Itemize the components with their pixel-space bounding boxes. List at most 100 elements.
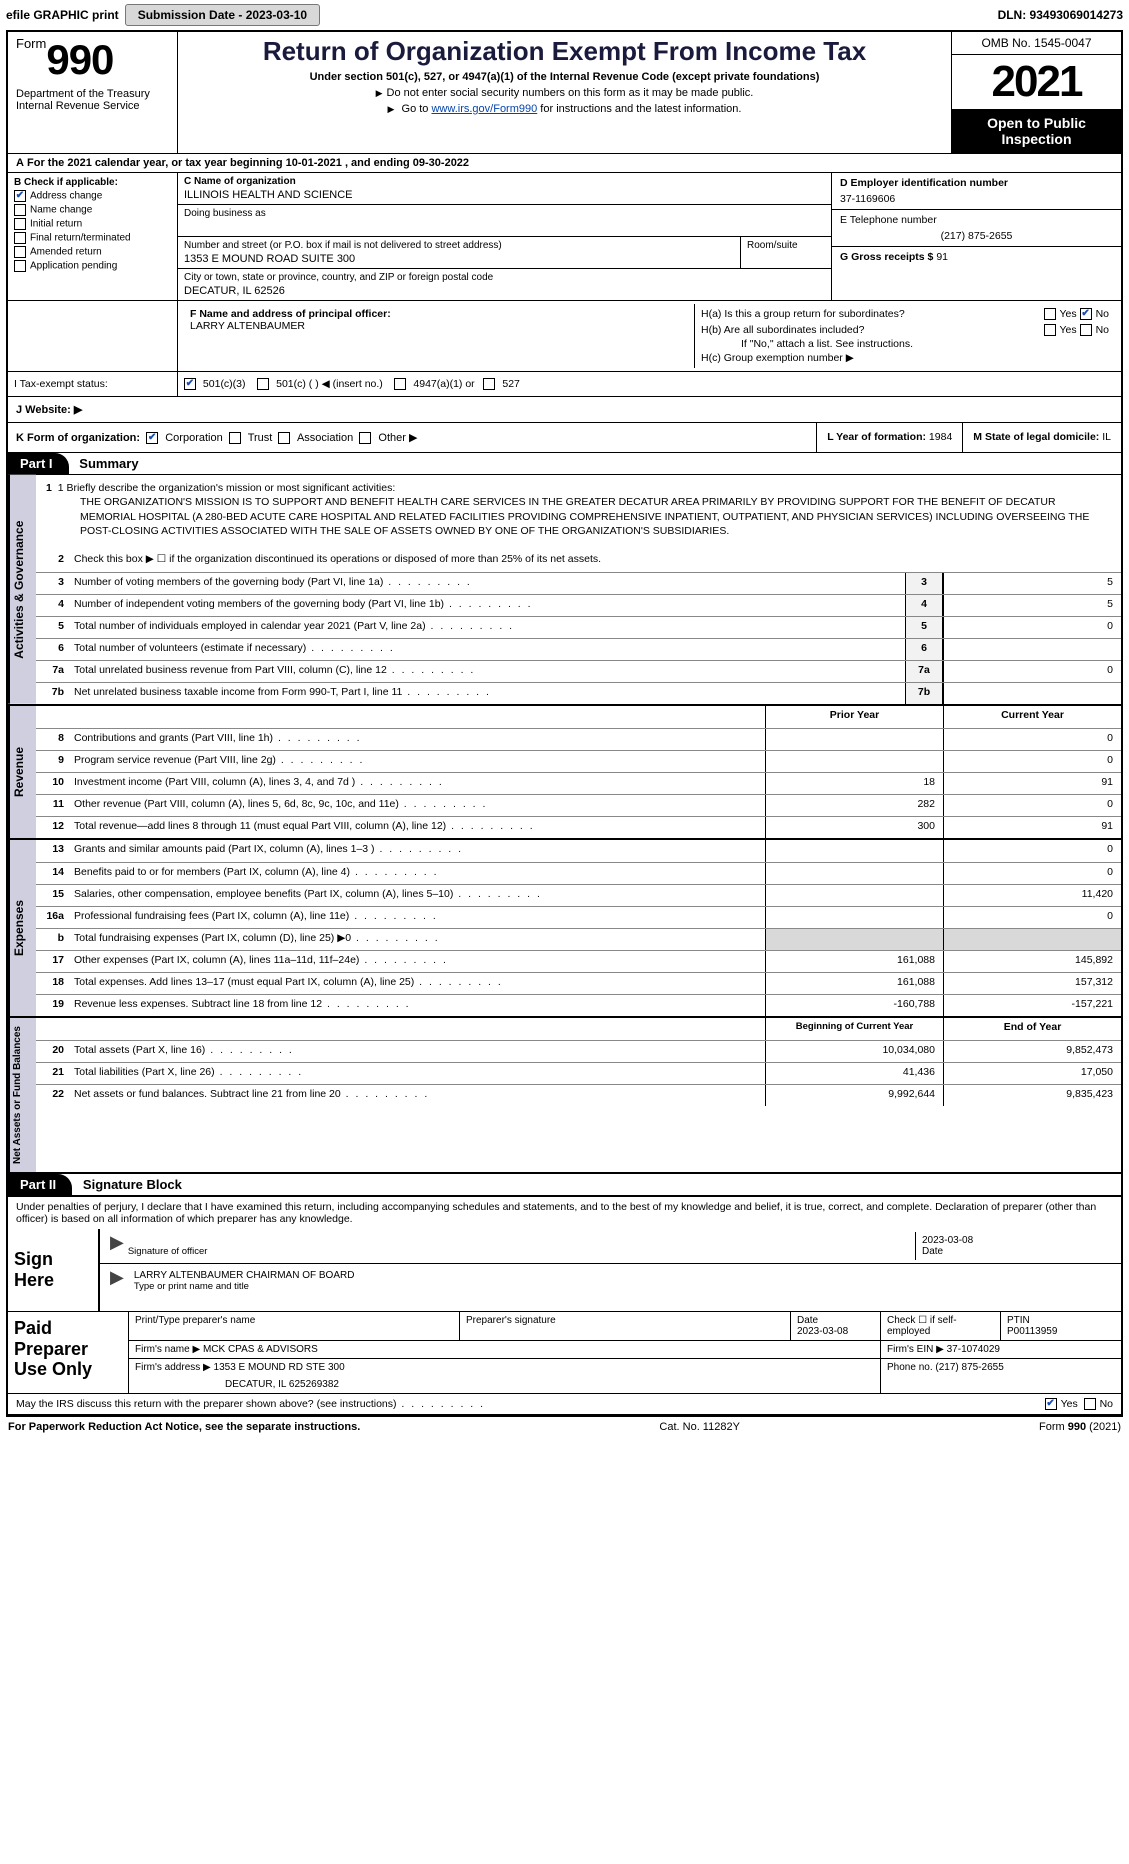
ha-question: H(a) Is this a group return for subordin… — [701, 308, 1109, 320]
expense-line-14: 14Benefits paid to or for members (Part … — [36, 862, 1121, 884]
revenue-line-10: 10Investment income (Part VIII, column (… — [36, 772, 1121, 794]
firm-ein: 37-1074029 — [947, 1344, 1000, 1355]
check-address-change[interactable] — [14, 190, 26, 202]
expense-line-b: bTotal fundraising expenses (Part IX, co… — [36, 928, 1121, 950]
ein-label: D Employer identification number — [840, 177, 1113, 189]
sign-here-block: Sign Here ▶ Signature of officer 2023-03… — [8, 1229, 1121, 1312]
irs-label: Internal Revenue Service — [16, 100, 169, 112]
sign-here-label: Sign Here — [8, 1229, 98, 1311]
net-assets-section: Net Assets or Fund Balances Beginning of… — [8, 1018, 1121, 1174]
form-990-container: Form990 Department of the Treasury Inter… — [6, 30, 1123, 1417]
check-name-change[interactable] — [14, 204, 26, 216]
city-value: DECATUR, IL 62526 — [184, 285, 825, 297]
discuss-yes[interactable] — [1045, 1398, 1057, 1410]
hb-note: If "No," attach a list. See instructions… — [701, 338, 1109, 350]
prep-date-header: Date — [797, 1315, 874, 1326]
gross-receipts-label: G Gross receipts $ — [840, 251, 933, 263]
expense-line-18: 18Total expenses. Add lines 13–17 (must … — [36, 972, 1121, 994]
expense-line-19: 19Revenue less expenses. Subtract line 1… — [36, 994, 1121, 1016]
check-application-pending[interactable] — [14, 260, 26, 272]
catalog-number: Cat. No. 11282Y — [659, 1421, 740, 1433]
ha-yes[interactable] — [1044, 308, 1056, 320]
instructions-note: Go to www.irs.gov/Form990 for instructio… — [186, 103, 943, 115]
tax-status-label: I Tax-exempt status: — [8, 372, 178, 396]
check-4947[interactable] — [394, 378, 406, 390]
expense-line-15: 15Salaries, other compensation, employee… — [36, 884, 1121, 906]
check-501c3[interactable] — [184, 378, 196, 390]
check-501c[interactable] — [257, 378, 269, 390]
hdr-begin-year: Beginning of Current Year — [765, 1018, 943, 1040]
officer-label: F Name and address of principal officer: — [190, 308, 688, 320]
check-association[interactable] — [278, 432, 290, 444]
form-number: Form990 — [16, 36, 169, 84]
irs-discuss-row: May the IRS discuss this return with the… — [8, 1394, 1121, 1415]
hb-yes[interactable] — [1044, 324, 1056, 336]
revenue-line-8: 8Contributions and grants (Part VIII, li… — [36, 728, 1121, 750]
year-formation: L Year of formation: 1984 — [816, 423, 962, 452]
check-initial-return[interactable] — [14, 218, 26, 230]
vtab-revenue: Revenue — [8, 706, 36, 838]
efile-label: efile GRAPHIC print — [6, 8, 119, 22]
tax-year: 2021 — [956, 57, 1117, 107]
hdr-end-year: End of Year — [943, 1018, 1121, 1040]
ha-no[interactable] — [1080, 308, 1092, 320]
check-other[interactable] — [359, 432, 371, 444]
arrow-icon: ▶ — [106, 1232, 128, 1260]
check-amended-return[interactable] — [14, 246, 26, 258]
ssn-note: Do not enter social security numbers on … — [186, 87, 943, 99]
hb-no[interactable] — [1080, 324, 1092, 336]
summary-line-7a: 7aTotal unrelated business revenue from … — [36, 660, 1121, 682]
form990-link[interactable]: www.irs.gov/Form990 — [431, 103, 537, 115]
mission-label: 1 Briefly describe the organization's mi… — [58, 482, 396, 494]
check-final-return[interactable] — [14, 232, 26, 244]
hc-question: H(c) Group exemption number ▶ — [701, 352, 1109, 364]
entity-info-grid: B Check if applicable: Address change Na… — [8, 173, 1121, 301]
form-version: Form 990 (2021) — [1039, 1421, 1121, 1433]
org-name-label: C Name of organization — [184, 176, 825, 187]
street-value: 1353 E MOUND ROAD SUITE 300 — [184, 253, 734, 265]
self-employed-check[interactable]: Check ☐ if self-employed — [881, 1312, 1001, 1340]
form-header: Form990 Department of the Treasury Inter… — [8, 32, 1121, 154]
expense-line-17: 17Other expenses (Part IX, column (A), l… — [36, 950, 1121, 972]
sign-date-label: Date — [922, 1246, 1109, 1257]
hdr-current-year: Current Year — [943, 706, 1121, 728]
officer-name: LARRY ALTENBAUMER — [190, 320, 688, 332]
revenue-line-12: 12Total revenue—add lines 8 through 11 (… — [36, 816, 1121, 838]
firm-address-1: 1353 E MOUND RD STE 300 — [214, 1362, 345, 1373]
check-527[interactable] — [483, 378, 495, 390]
vtab-net-assets: Net Assets or Fund Balances — [8, 1018, 36, 1172]
vtab-expenses: Expenses — [8, 840, 36, 1016]
ptin-label: PTIN — [1007, 1315, 1115, 1326]
submission-date-button[interactable]: Submission Date - 2023-03-10 — [125, 4, 320, 26]
dba-label: Doing business as — [184, 208, 825, 219]
check-corporation[interactable] — [146, 432, 158, 444]
form-title: Return of Organization Exempt From Incom… — [186, 36, 943, 67]
tax-status-row: I Tax-exempt status: 501(c)(3) 501(c) ( … — [8, 372, 1121, 397]
expenses-section: Expenses 13Grants and similar amounts pa… — [8, 840, 1121, 1018]
paperwork-notice: For Paperwork Reduction Act Notice, see … — [8, 1421, 360, 1433]
phone-value: (217) 875-2655 — [840, 230, 1113, 242]
city-label: City or town, state or province, country… — [184, 272, 825, 283]
hdr-prior-year: Prior Year — [765, 706, 943, 728]
street-label: Number and street (or P.O. box if mail i… — [184, 240, 734, 251]
prep-sig-header: Preparer's signature — [460, 1312, 791, 1340]
phone-label: E Telephone number — [840, 214, 1113, 226]
ein-value: 37-1169606 — [840, 193, 1113, 205]
firm-name: MCK CPAS & ADVISORS — [203, 1344, 318, 1355]
summary-line-7b: 7bNet unrelated business taxable income … — [36, 682, 1121, 704]
discuss-no[interactable] — [1084, 1398, 1096, 1410]
expense-line-16a: 16aProfessional fundraising fees (Part I… — [36, 906, 1121, 928]
check-trust[interactable] — [229, 432, 241, 444]
summary-line-4: 4Number of independent voting members of… — [36, 594, 1121, 616]
open-public-badge: Open to Public Inspection — [952, 109, 1121, 153]
hb-question: H(b) Are all subordinates included? Yes … — [701, 324, 1109, 336]
vtab-governance: Activities & Governance — [8, 475, 36, 704]
line2-discontinued: Check this box ▶ ☐ if the organization d… — [70, 550, 1121, 572]
mission-text: THE ORGANIZATION'S MISSION IS TO SUPPORT… — [80, 495, 1111, 538]
firm-address-2: DECATUR, IL 625269382 — [135, 1379, 874, 1390]
signature-officer-label: Signature of officer — [128, 1232, 915, 1260]
form-of-org-row: K Form of organization: Corporation Trus… — [8, 423, 1121, 453]
form-subtitle: Under section 501(c), 527, or 4947(a)(1)… — [186, 71, 943, 83]
firm-phone: (217) 875-2655 — [935, 1362, 1003, 1373]
paid-preparer-label: Paid Preparer Use Only — [8, 1312, 128, 1393]
